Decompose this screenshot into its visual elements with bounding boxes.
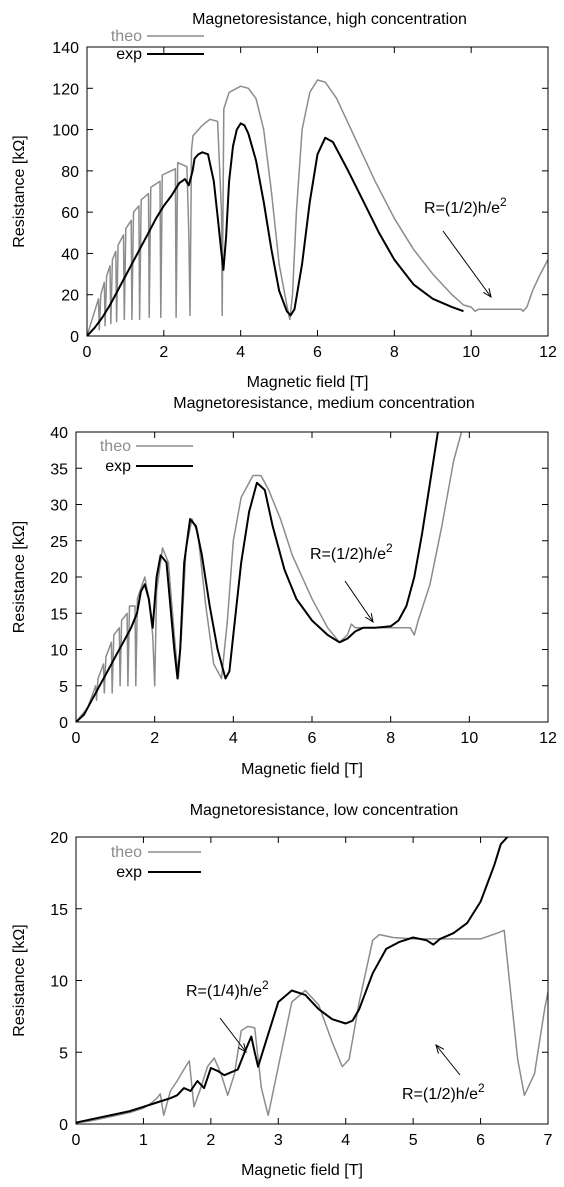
x-tick-label: 10	[460, 730, 478, 747]
annotation-arrowhead	[365, 613, 374, 624]
annotation-label: R=(1/2)h/e2	[310, 541, 393, 563]
series-line-exp	[87, 122, 464, 336]
y-tick-label: 10	[50, 974, 68, 991]
chart-title: Magnetoresistance, low concentration	[190, 802, 459, 819]
y-axis-label: Resistance [kΩ]	[11, 521, 28, 633]
x-tick-label: 6	[476, 1132, 485, 1149]
annotation-arrowhead	[483, 288, 492, 299]
y-tick-label: 30	[50, 498, 68, 515]
series-line-theo	[76, 929, 548, 1124]
x-axis-label: Magnetic field [T]	[241, 761, 363, 778]
y-tick-label: 20	[50, 570, 68, 587]
x-tick-label: 2	[206, 1132, 215, 1149]
x-tick-label: 8	[390, 344, 399, 361]
y-tick-label: 20	[50, 830, 68, 847]
x-tick-label: 8	[386, 730, 395, 747]
y-tick-label: 5	[59, 679, 68, 696]
series-line-exp	[76, 432, 439, 722]
y-tick-label: 120	[52, 81, 79, 98]
chart-title: Magnetoresistance, medium concentration	[173, 395, 475, 412]
x-tick-label: 5	[409, 1132, 418, 1149]
plot-frame	[75, 431, 549, 723]
x-tick-label: 0	[72, 1132, 81, 1149]
x-axis-label: Magnetic field [T]	[247, 374, 369, 391]
x-tick-label: 10	[462, 344, 480, 361]
y-tick-label: 0	[59, 715, 68, 732]
annotation-label: R=(1/2)h/e2	[402, 1081, 485, 1103]
annotation-label: R=(1/2)h/e2	[424, 195, 507, 217]
x-axis-label: Magnetic field [T]	[241, 1162, 363, 1179]
y-tick-label: 20	[61, 288, 79, 305]
annotation-superscript: 2	[478, 1081, 485, 1095]
x-tick-label: 12	[539, 730, 557, 747]
x-tick-label: 12	[539, 344, 557, 361]
x-tick-label: 0	[83, 344, 92, 361]
plot-frame	[86, 46, 549, 337]
x-tick-label: 4	[341, 1132, 350, 1149]
x-tick-label: 6	[313, 344, 322, 361]
annotation-arrow	[435, 1044, 461, 1076]
annotation-arrow	[344, 580, 374, 623]
y-axis-label: Resistance [kΩ]	[11, 924, 28, 1036]
legend-label-exp: exp	[116, 46, 142, 63]
annotation-superscript: 2	[500, 195, 507, 209]
y-tick-label: 40	[61, 246, 79, 263]
series-line-theo	[87, 79, 548, 336]
y-axis-label: Resistance [kΩ]	[11, 135, 28, 247]
y-tick-label: 80	[61, 164, 79, 181]
chart-panel-2: Magnetoresistance, medium concentration 0…	[11, 395, 557, 778]
annotation-superscript: 2	[262, 978, 269, 992]
legend-label-theo: theo	[100, 438, 131, 455]
chart-panel-3: Magnetoresistance, low concentration 0 1 2 3…	[11, 802, 553, 1179]
x-tick-label: 4	[236, 344, 245, 361]
y-tick-label: 40	[50, 425, 68, 442]
legend-label-exp: exp	[105, 458, 131, 475]
annotation-arrowhead	[237, 1043, 247, 1054]
series-line-theo	[76, 432, 463, 722]
legend-label-theo: theo	[111, 844, 142, 861]
y-tick-label: 100	[52, 123, 79, 140]
x-tick-label: 3	[274, 1132, 283, 1149]
y-tick-label: 15	[50, 902, 68, 919]
y-tick-label: 15	[50, 606, 68, 623]
annotation-arrowhead	[435, 1043, 445, 1054]
y-tick-label: 0	[70, 329, 79, 346]
series-line-exp	[76, 837, 509, 1124]
y-tick-label: 35	[50, 461, 68, 478]
annotation-superscript: 2	[386, 541, 393, 555]
y-tick-label: 140	[52, 40, 79, 57]
chart-panel-1: Magnetoresistance, high concentration 0 2 4…	[11, 11, 557, 391]
y-tick-label: 25	[50, 534, 68, 551]
y-tick-label: 5	[59, 1045, 68, 1062]
x-tick-label: 7	[544, 1132, 553, 1149]
annotation-arrow	[219, 1017, 247, 1053]
annotation-label: R=(1/4)h/e2	[186, 978, 269, 1000]
annotation-arrow	[442, 230, 492, 298]
x-tick-label: 0	[72, 730, 81, 747]
x-tick-label: 2	[150, 730, 159, 747]
legend-label-exp: exp	[116, 864, 142, 881]
x-tick-label: 1	[139, 1132, 148, 1149]
y-tick-label: 10	[50, 643, 68, 660]
y-tick-label: 0	[59, 1117, 68, 1134]
x-tick-label: 4	[229, 730, 238, 747]
x-tick-label: 6	[308, 730, 317, 747]
chart-title: Magnetoresistance, high concentration	[192, 11, 467, 28]
x-tick-label: 2	[159, 344, 168, 361]
legend-label-theo: theo	[111, 28, 142, 45]
y-tick-label: 60	[61, 205, 79, 222]
